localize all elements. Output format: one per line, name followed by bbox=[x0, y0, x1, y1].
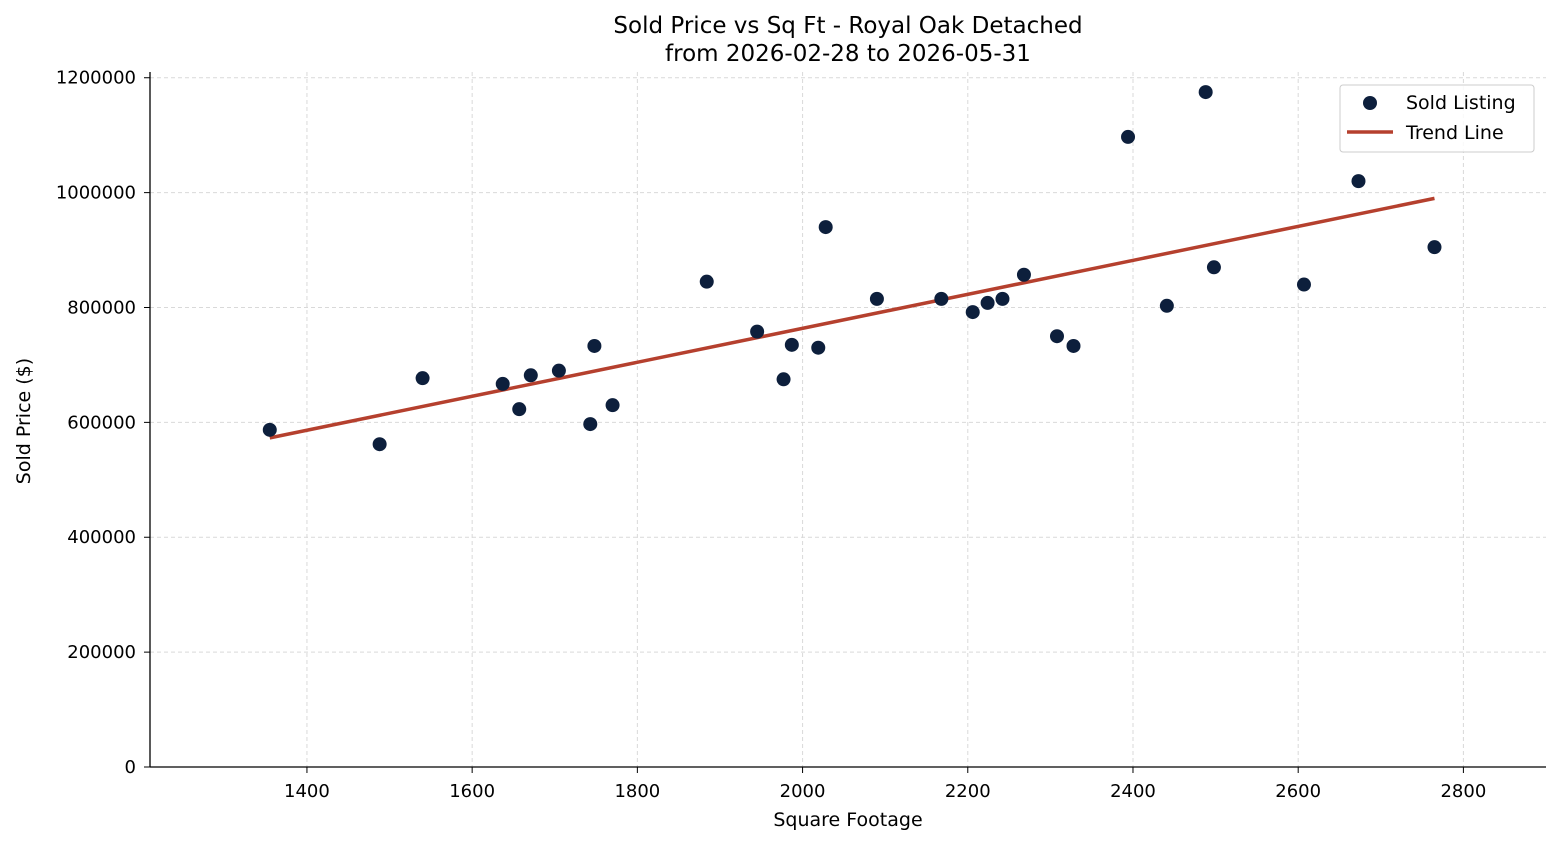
data-point bbox=[965, 305, 980, 320]
x-tick-label: 2200 bbox=[945, 781, 991, 802]
data-point bbox=[784, 337, 799, 352]
data-point bbox=[980, 295, 995, 310]
data-point bbox=[605, 398, 620, 413]
data-point bbox=[1296, 277, 1311, 292]
data-point bbox=[587, 338, 602, 353]
y-tick-label: 200000 bbox=[67, 642, 136, 663]
tick-labels: 1400 1600 1800 2000 2200 2400 2600 2800 0 200000 4… bbox=[56, 68, 1486, 802]
data-point bbox=[262, 422, 277, 437]
data-point bbox=[523, 368, 538, 383]
legend-marker-sold-listing bbox=[1363, 96, 1377, 110]
legend: Sold Listing Trend Line bbox=[1339, 84, 1535, 153]
data-point bbox=[551, 363, 566, 378]
x-tick-label: 2800 bbox=[1440, 781, 1486, 802]
data-point bbox=[415, 371, 430, 386]
y-tick-label: 1000000 bbox=[56, 183, 136, 204]
data-point bbox=[995, 291, 1010, 306]
legend-label-trend-line: Trend Line bbox=[1405, 122, 1504, 144]
data-point bbox=[699, 274, 714, 289]
data-point bbox=[1351, 174, 1366, 189]
data-point bbox=[1066, 338, 1081, 353]
data-point bbox=[1121, 129, 1136, 144]
data-point bbox=[750, 324, 765, 339]
trend-line bbox=[269, 196, 1435, 440]
data-point bbox=[583, 417, 598, 432]
data-point bbox=[1198, 85, 1213, 100]
chart-subtitle: from 2026-02-28 to 2026-05-31 bbox=[665, 41, 1031, 67]
x-tick-label: 2400 bbox=[1110, 781, 1156, 802]
data-point bbox=[869, 291, 884, 306]
x-tick-label: 1800 bbox=[614, 781, 660, 802]
data-point bbox=[1016, 267, 1031, 282]
points-layer bbox=[262, 85, 1442, 452]
data-point bbox=[1206, 260, 1221, 275]
y-tick-label: 600000 bbox=[67, 412, 136, 433]
data-point bbox=[1049, 329, 1064, 344]
axes bbox=[144, 72, 1546, 773]
x-tick-label: 1600 bbox=[449, 781, 495, 802]
y-tick-label: 0 bbox=[125, 757, 136, 778]
y-tick-label: 400000 bbox=[67, 527, 136, 548]
data-point bbox=[934, 291, 949, 306]
data-point bbox=[776, 372, 791, 387]
legend-frame bbox=[1339, 84, 1535, 153]
chart-title: Sold Price vs Sq Ft - Royal Oak Detached bbox=[613, 13, 1082, 39]
x-axis-label: Square Footage bbox=[773, 809, 922, 831]
data-point bbox=[818, 220, 833, 235]
y-tick-label: 800000 bbox=[67, 297, 136, 318]
trend-layer bbox=[269, 196, 1435, 440]
data-point bbox=[512, 402, 527, 417]
data-point bbox=[372, 437, 387, 452]
data-point bbox=[1159, 298, 1174, 313]
data-point bbox=[811, 340, 826, 355]
y-tick-label: 1200000 bbox=[56, 68, 136, 89]
y-axis-label: Sold Price ($) bbox=[13, 358, 35, 484]
data-point bbox=[495, 376, 510, 391]
x-tick-label: 2600 bbox=[1275, 781, 1321, 802]
legend-label-sold-listing: Sold Listing bbox=[1406, 92, 1516, 114]
x-tick-label: 2000 bbox=[780, 781, 826, 802]
x-tick-label: 1400 bbox=[284, 781, 330, 802]
data-point bbox=[1427, 240, 1442, 255]
